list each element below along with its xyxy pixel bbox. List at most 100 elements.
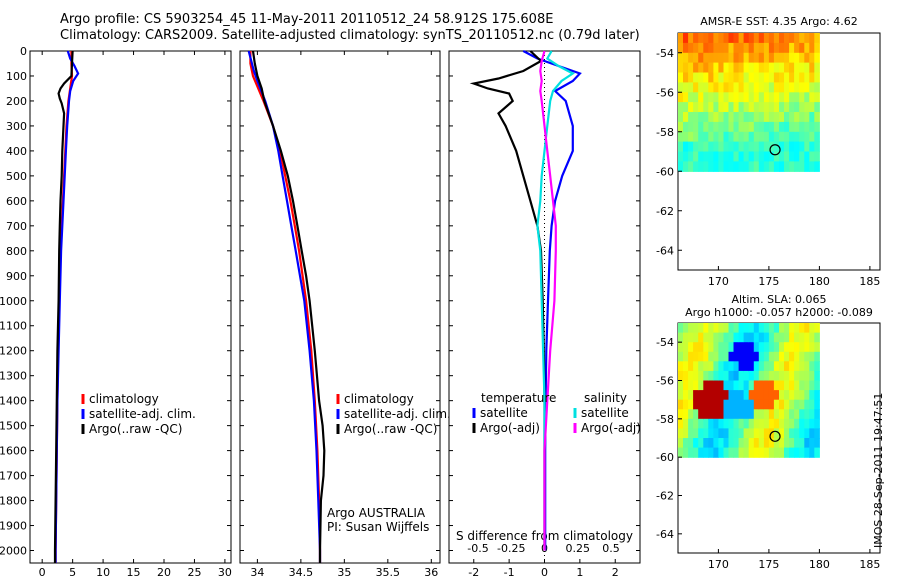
heatmap-cell bbox=[743, 323, 750, 334]
heatmap-cell bbox=[748, 351, 755, 362]
heatmap-cell bbox=[763, 370, 770, 382]
heatmap-cell bbox=[748, 42, 755, 54]
heatmap-cell bbox=[779, 33, 785, 44]
heatmap-cell bbox=[773, 112, 780, 123]
heatmap-cell bbox=[723, 112, 730, 123]
heatmap-cell bbox=[784, 72, 790, 83]
heatmap-cell bbox=[779, 428, 785, 439]
heatmap-cell bbox=[789, 121, 795, 133]
heatmap-cell bbox=[809, 112, 815, 123]
heatmap-cell bbox=[753, 351, 760, 362]
heatmap-cell bbox=[814, 52, 820, 64]
heatmap-cell bbox=[703, 141, 709, 153]
heatmap-cell bbox=[758, 82, 765, 93]
heatmap-cell bbox=[789, 332, 795, 343]
heatmap-cell bbox=[804, 428, 810, 439]
heatmap-cell bbox=[683, 121, 689, 133]
heatmap-cell bbox=[718, 399, 724, 410]
heatmap-cell bbox=[804, 141, 810, 153]
heatmap-cell bbox=[794, 102, 800, 113]
heatmap-cell bbox=[779, 390, 785, 401]
heatmap-cell bbox=[743, 342, 750, 353]
heatmap-cell bbox=[773, 438, 780, 449]
y-tick-label: 600 bbox=[6, 195, 27, 208]
heatmap-cell bbox=[758, 332, 765, 343]
heatmap-cell bbox=[698, 121, 704, 133]
heatmap-cell bbox=[718, 370, 724, 382]
heatmap-cell bbox=[738, 102, 745, 113]
heatmap-cell bbox=[738, 428, 745, 439]
heatmap-cell bbox=[779, 438, 785, 449]
series-line-satellite-adj-clim- bbox=[247, 50, 322, 563]
heatmap-cell bbox=[688, 447, 694, 458]
y-tick-label: 200 bbox=[6, 95, 27, 108]
heatmap-cell bbox=[708, 447, 714, 458]
heatmap-cell bbox=[683, 33, 689, 44]
heatmap-cell bbox=[748, 399, 755, 410]
heatmap-cell bbox=[698, 33, 704, 44]
heatmap-cell bbox=[738, 82, 745, 93]
heatmap-cell bbox=[688, 428, 694, 439]
heatmap-cell bbox=[683, 131, 689, 143]
heatmap-cell bbox=[743, 409, 750, 420]
heatmap-cell bbox=[693, 438, 699, 449]
heatmap-cell bbox=[718, 151, 724, 162]
heatmap-cell bbox=[723, 380, 730, 391]
heatmap-cell bbox=[693, 370, 699, 382]
heatmap-cell bbox=[784, 447, 790, 458]
heatmap-cell bbox=[784, 418, 790, 429]
heatmap-cell bbox=[794, 438, 800, 449]
heatmap-cell bbox=[713, 380, 719, 391]
heatmap-cell bbox=[743, 332, 750, 343]
heatmap-cell bbox=[809, 447, 815, 458]
heatmap-cell bbox=[738, 351, 745, 362]
heatmap-cell bbox=[733, 42, 740, 54]
heatmap-cell bbox=[723, 428, 730, 439]
heatmap-cell bbox=[758, 438, 765, 449]
legend-label: Argo(..raw -QC) bbox=[344, 422, 437, 436]
heatmap-cell bbox=[773, 141, 780, 153]
heatmap-cell bbox=[814, 409, 820, 420]
y-tick-label: 0 bbox=[20, 45, 27, 58]
heatmap-cell bbox=[804, 72, 810, 83]
heatmap-cell bbox=[723, 131, 730, 143]
heatmap-cell bbox=[799, 92, 805, 103]
heatmap-cell bbox=[748, 102, 755, 113]
heatmap-cell bbox=[814, 342, 820, 353]
heatmap-cell bbox=[688, 332, 694, 343]
heatmap-cell bbox=[773, 342, 780, 353]
heatmap-cell bbox=[763, 141, 770, 153]
heatmap-cell bbox=[733, 342, 740, 353]
heatmap-cell bbox=[703, 112, 709, 123]
heatmap-cell bbox=[693, 42, 699, 54]
heatmap-cell bbox=[753, 62, 760, 74]
heatmap-cell bbox=[784, 428, 790, 439]
heatmap-cell bbox=[779, 161, 785, 172]
heatmap-cell bbox=[703, 438, 709, 449]
x-tick-label: 1 bbox=[576, 566, 583, 579]
heatmap-cell bbox=[763, 102, 770, 113]
heatmap-cell bbox=[773, 447, 780, 458]
s-tick-label: -0.5 bbox=[467, 542, 488, 555]
heatmap-cell bbox=[713, 361, 719, 372]
heatmap-cell bbox=[753, 141, 760, 153]
heatmap-cell bbox=[698, 82, 704, 93]
heatmap-cell bbox=[773, 82, 780, 93]
heatmap-cell bbox=[753, 332, 760, 343]
heatmap-cell bbox=[688, 409, 694, 420]
heatmap-cell bbox=[688, 72, 694, 83]
heatmap-cell bbox=[688, 438, 694, 449]
heatmap-cell bbox=[683, 332, 689, 343]
heatmap-cell bbox=[728, 332, 735, 343]
heatmap-cell bbox=[703, 33, 709, 44]
heatmap-cell bbox=[748, 361, 755, 372]
heatmap-cell bbox=[748, 447, 755, 458]
heatmap-cell bbox=[678, 112, 684, 123]
heatmap-cell bbox=[738, 323, 745, 334]
heatmap-cell bbox=[723, 121, 730, 133]
heatmap-cell bbox=[784, 112, 790, 123]
heatmap-cell bbox=[678, 447, 684, 458]
heatmap-cell bbox=[678, 332, 684, 343]
heatmap-cell bbox=[723, 370, 730, 382]
heatmap-cell bbox=[698, 409, 704, 420]
